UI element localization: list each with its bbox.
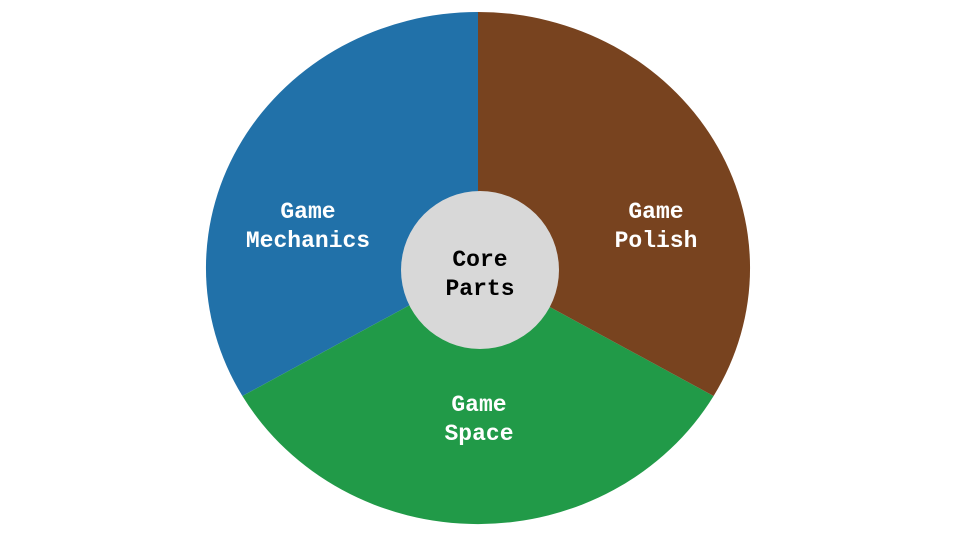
center-label-core-parts: Core Parts <box>445 247 515 302</box>
slice-game-space <box>242 268 714 525</box>
slice-label-game-polish: Game Polish <box>614 199 698 254</box>
slice-label-game-space: Game Space <box>444 392 514 447</box>
slice-label-game-mechanics: Game Mechanics <box>245 199 371 254</box>
core-hub-circle <box>401 191 559 349</box>
